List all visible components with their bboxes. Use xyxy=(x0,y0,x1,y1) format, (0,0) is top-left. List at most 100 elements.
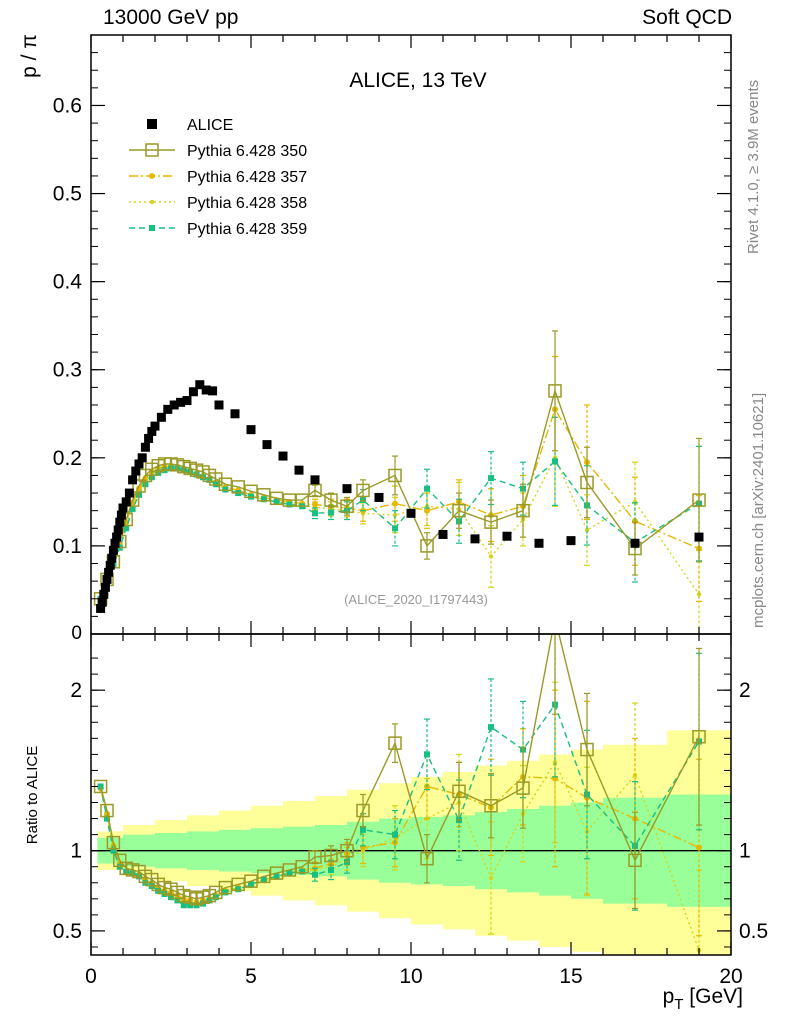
legend-marker xyxy=(149,225,155,231)
alice-data-point xyxy=(470,534,480,544)
p350-point xyxy=(218,477,233,491)
legend-marker xyxy=(149,173,155,179)
p350-point xyxy=(628,853,642,868)
legend-label: Pythia 6.428 358 xyxy=(187,195,307,212)
alice-data-point xyxy=(262,440,272,450)
legend-item-p358: Pythia 6.428 358 xyxy=(129,195,307,212)
p359-point xyxy=(299,868,306,875)
p359-point xyxy=(312,871,318,878)
p358-point xyxy=(584,527,590,533)
y-tick-label-right: 1 xyxy=(739,840,751,863)
p350-point xyxy=(295,493,309,507)
main-axes: 0.1 0.2 0.3 0.4 0.5 0.6 0 xyxy=(53,35,732,644)
p350-point xyxy=(269,491,284,506)
p359-point xyxy=(273,873,280,880)
alice-data-point xyxy=(630,538,640,548)
alice-data-point xyxy=(110,538,120,548)
alice-data-point xyxy=(144,433,154,443)
main-y-axis-label: p / π xyxy=(18,34,41,78)
alice-data-point xyxy=(566,536,576,546)
alice-data-point xyxy=(230,409,240,419)
legend-label: Pythia 6.428 359 xyxy=(187,221,307,238)
p359-point xyxy=(488,724,494,731)
p350-point xyxy=(340,843,354,858)
p359-point xyxy=(222,889,229,896)
y-tick-label: 0.5 xyxy=(53,920,82,943)
alice-data-point xyxy=(214,400,224,410)
y-tick-label: 0.5 xyxy=(53,183,82,206)
p358-point xyxy=(488,554,494,559)
p358-point xyxy=(488,875,494,881)
main-panel: 0.1 0.2 0.3 0.4 0.5 0.6 0 ALICE Pythia 6.428 350… xyxy=(0,34,732,644)
p350-point xyxy=(295,859,309,874)
p350-point xyxy=(324,848,338,863)
alice-data-point xyxy=(182,396,192,406)
x-tick-label: 20 xyxy=(719,965,742,988)
p359-point xyxy=(328,509,334,516)
x-tick-label: 0 xyxy=(85,965,97,988)
legend-marker xyxy=(149,199,155,205)
alice-data-point xyxy=(163,404,173,414)
legend-item-p357: Pythia 6.428 357 xyxy=(129,169,307,186)
category-label: Soft QCD xyxy=(642,6,732,29)
p359-point xyxy=(424,485,430,492)
legend-item-data: ALICE xyxy=(147,117,233,134)
alice-data-point xyxy=(124,488,134,498)
main-title: ALICE, 13 TeV xyxy=(349,69,486,92)
p359-point xyxy=(392,525,398,532)
alice-data-point xyxy=(294,465,304,475)
legend-label: ALICE xyxy=(187,117,233,134)
p350-point xyxy=(209,885,223,900)
alice-data-point xyxy=(140,442,150,452)
p359-point xyxy=(312,510,318,517)
p359-point xyxy=(97,783,104,790)
alice-data-point xyxy=(0,538,9,547)
alice-data-point xyxy=(116,510,126,520)
y-tick-label-right: 2 xyxy=(739,679,751,702)
p357-line xyxy=(99,407,700,600)
p350-point xyxy=(282,863,297,877)
p350-point xyxy=(340,499,354,514)
p350-point xyxy=(388,736,402,750)
y-tick-label: 0.6 xyxy=(53,94,82,117)
p350-point xyxy=(692,729,706,744)
p359-point xyxy=(260,496,267,503)
process-label: 13000 GeV pp xyxy=(103,6,239,29)
alice-data-point xyxy=(502,531,512,541)
p350-point xyxy=(356,803,370,818)
series-data xyxy=(0,380,704,613)
p359-point xyxy=(180,902,187,909)
x-tick-label: 15 xyxy=(559,965,582,988)
p350-point xyxy=(269,866,284,880)
alice-data-point xyxy=(278,451,288,461)
alice-data-point xyxy=(108,545,118,555)
p350-point xyxy=(516,503,530,518)
legend: ALICE Pythia 6.428 350 Pythia 6.428 357 Pyt… xyxy=(129,117,307,238)
alice-data-point xyxy=(188,387,198,397)
p350-line xyxy=(99,388,700,600)
alice-data-point xyxy=(137,453,147,463)
alice-data-point xyxy=(102,574,112,584)
alice-data-point xyxy=(147,426,157,436)
p359-point xyxy=(286,501,293,508)
legend-item-p359: Pythia 6.428 359 xyxy=(129,221,307,238)
alice-data-point xyxy=(176,397,186,407)
p359-point xyxy=(110,847,117,854)
figure-text: ALICE, 13 TeV (ALICE_2020_I1797443) p / … xyxy=(18,34,743,1013)
p350-point xyxy=(388,468,402,483)
p350-point xyxy=(257,869,271,884)
legend-marker xyxy=(145,143,159,157)
x-axis-label: pT [GeV] xyxy=(663,985,743,1013)
alice-data-point xyxy=(115,517,125,527)
alice-data-point xyxy=(438,529,448,539)
p350-point xyxy=(308,483,322,498)
alice-data-point xyxy=(195,380,205,390)
p350-point xyxy=(257,488,271,502)
legend-label: Pythia 6.428 357 xyxy=(187,169,307,186)
series-p350 xyxy=(93,330,706,606)
p358-point xyxy=(696,592,702,597)
alice-data-point xyxy=(134,459,144,469)
p350-point xyxy=(580,742,594,757)
p357-point xyxy=(392,500,398,507)
legend-label: Pythia 6.428 350 xyxy=(187,143,307,160)
